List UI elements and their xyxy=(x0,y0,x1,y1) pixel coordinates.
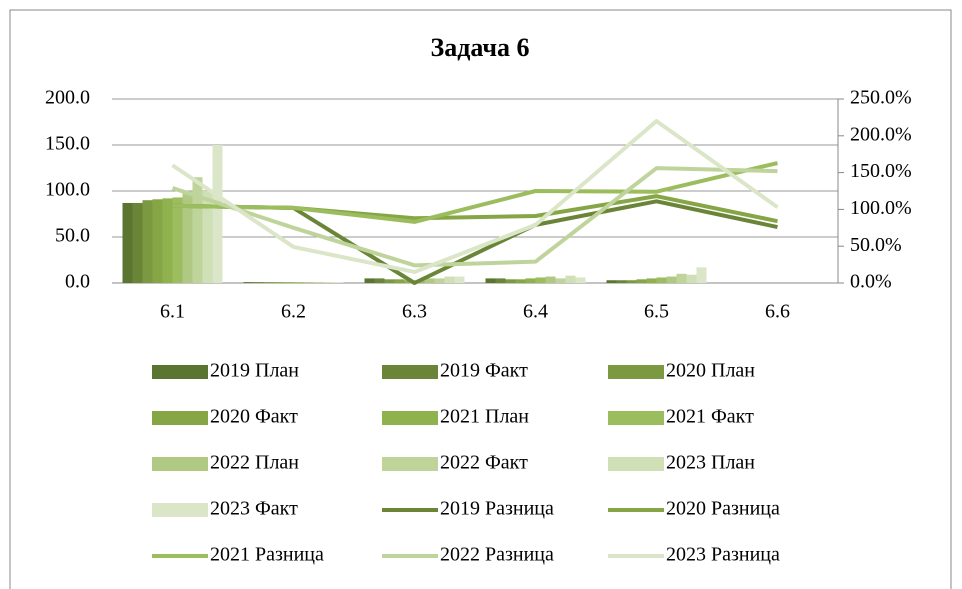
bar xyxy=(293,282,304,283)
legend-label: 2023 Разница xyxy=(666,544,780,566)
bar xyxy=(162,198,173,283)
y-tick-label: 100.0 xyxy=(45,179,90,201)
bar xyxy=(303,282,314,283)
bar xyxy=(192,177,203,283)
legend-label: 2023 Факт xyxy=(210,498,298,520)
legend-label: 2021 План xyxy=(440,406,529,428)
y-tick-label: 0.0 xyxy=(65,271,90,293)
bar xyxy=(273,282,284,283)
x-tick-label: 6.5 xyxy=(644,301,669,323)
x-tick-label: 6.6 xyxy=(765,301,790,323)
bar xyxy=(142,200,153,283)
legend-swatch xyxy=(608,365,664,379)
bar xyxy=(636,279,647,283)
legend-swatch xyxy=(608,457,664,471)
bar xyxy=(434,278,445,283)
y2-tick-label: 0.0% xyxy=(850,271,892,293)
bar xyxy=(424,278,435,283)
legend-swatch xyxy=(382,411,438,425)
bar xyxy=(666,276,677,283)
bar xyxy=(454,276,465,283)
bar xyxy=(323,282,334,283)
bar xyxy=(364,278,375,283)
bar xyxy=(253,282,264,283)
y2-tick-label: 150.0% xyxy=(850,160,912,182)
line-series xyxy=(171,119,779,274)
line-series xyxy=(172,199,778,285)
bar xyxy=(263,282,274,283)
legend-swatch xyxy=(152,503,208,517)
bar xyxy=(535,277,546,283)
legend-label: 2020 План xyxy=(666,360,755,382)
bar xyxy=(283,282,294,283)
legend-label: 2019 Разница xyxy=(440,498,554,520)
bar xyxy=(132,202,143,283)
y2-tick-label: 50.0% xyxy=(850,234,902,256)
bar xyxy=(243,282,254,283)
bar xyxy=(202,191,213,283)
legend-swatch xyxy=(608,411,664,425)
bar xyxy=(172,197,183,283)
legend-label: 2022 Разница xyxy=(440,544,554,566)
bar xyxy=(212,145,223,283)
bar xyxy=(515,279,526,283)
bar xyxy=(656,277,667,283)
bar xyxy=(676,273,687,283)
bar xyxy=(495,278,506,283)
legend-label: 2021 Факт xyxy=(666,406,754,428)
bar xyxy=(384,279,395,283)
line-series xyxy=(171,166,778,268)
bar xyxy=(182,191,193,283)
x-tick-label: 6.4 xyxy=(523,301,548,323)
legend-label: 2020 Факт xyxy=(210,406,298,428)
bar xyxy=(313,282,324,283)
bar xyxy=(646,278,657,283)
bar xyxy=(152,199,163,283)
legend-label: 2023 План xyxy=(666,452,755,474)
bar xyxy=(616,280,627,283)
y-tick-label: 150.0 xyxy=(45,133,90,155)
y2-tick-label: 100.0% xyxy=(850,197,912,219)
y-tick-label: 50.0 xyxy=(55,225,90,247)
bar xyxy=(545,276,556,283)
legend-label: 2021 Разница xyxy=(210,544,324,566)
legend-label: 2022 План xyxy=(210,452,299,474)
y-tick-label: 200.0 xyxy=(45,87,90,109)
x-tick-label: 6.2 xyxy=(281,301,306,323)
y2-tick-label: 250.0% xyxy=(850,87,912,109)
y2-tick-label: 200.0% xyxy=(850,123,912,145)
bar xyxy=(444,276,455,283)
bar xyxy=(626,280,637,283)
legend-label: 2019 Факт xyxy=(440,360,528,382)
legend-swatch xyxy=(382,365,438,379)
legend-swatch xyxy=(152,365,208,379)
bar xyxy=(686,274,697,283)
legend-swatch xyxy=(152,457,208,471)
bar xyxy=(333,282,344,283)
bar xyxy=(555,278,566,283)
legend-label: 2019 План xyxy=(210,360,299,382)
line-series xyxy=(172,161,778,224)
legend-swatch xyxy=(152,411,208,425)
x-tick-label: 6.1 xyxy=(160,301,185,323)
legend-label: 2020 Разница xyxy=(666,498,780,520)
legend-swatch xyxy=(382,457,438,471)
legend-label: 2022 Факт xyxy=(440,452,528,474)
x-tick-label: 6.3 xyxy=(402,301,427,323)
bar xyxy=(696,267,707,283)
bar xyxy=(485,278,496,283)
bar xyxy=(525,278,536,283)
chart-title: Задача 6 xyxy=(431,33,530,62)
bar xyxy=(394,279,405,283)
bar xyxy=(575,277,586,283)
bar xyxy=(122,202,133,283)
bar xyxy=(374,278,385,283)
bar xyxy=(606,280,617,283)
bar xyxy=(505,279,516,283)
bar xyxy=(565,275,576,283)
chart-frame xyxy=(9,9,952,589)
